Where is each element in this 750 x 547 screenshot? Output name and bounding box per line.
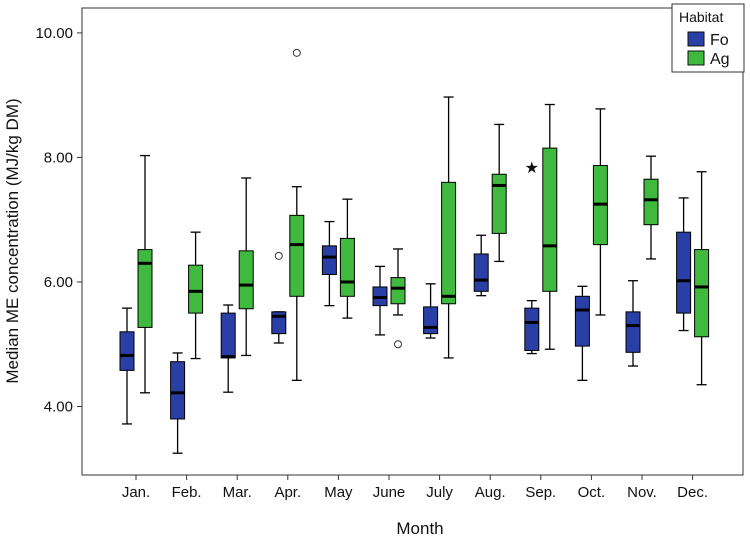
x-tick-label: May — [324, 484, 353, 501]
box-iqr — [137, 249, 153, 328]
box-iqr — [289, 214, 305, 297]
box-iqr — [441, 181, 457, 305]
box-fo-7 — [473, 234, 489, 297]
box-fo-0 — [119, 307, 135, 425]
box-ag-2 — [238, 177, 254, 357]
box-iqr — [643, 178, 659, 226]
box-ag-10 — [643, 155, 659, 260]
box-fo-6 — [423, 283, 439, 339]
box-ag-5 — [390, 248, 406, 349]
y-axis-label: Median ME concentration (MJ/kg DM) — [3, 98, 22, 383]
box-iqr — [321, 245, 337, 276]
box-ag-11 — [694, 171, 710, 386]
box-fo-11 — [676, 197, 692, 332]
box-iqr — [238, 250, 254, 310]
y-tick-label: 4.00 — [44, 399, 73, 416]
legend: Habitat Fo Ag — [671, 3, 745, 73]
box-iqr — [423, 306, 439, 335]
box-fo-9 — [574, 285, 590, 382]
box-iqr — [188, 264, 204, 314]
outlier-point — [292, 48, 301, 57]
outlier-point — [274, 251, 283, 260]
x-tick-label: Dec. — [677, 484, 708, 501]
box-fo-1 — [170, 352, 186, 454]
box-iqr — [473, 253, 489, 292]
y-tick-label: 6.00 — [44, 274, 73, 291]
legend-title: Habitat — [679, 9, 723, 25]
box-ag-3 — [289, 48, 305, 382]
x-tick-label: Feb. — [172, 484, 202, 501]
box-iqr — [524, 307, 540, 351]
box-fo-2 — [220, 304, 236, 393]
box-iqr — [390, 277, 406, 305]
box-iqr — [491, 173, 507, 234]
legend-swatch-ag — [687, 50, 705, 66]
box-ag-7 — [491, 123, 507, 263]
box-iqr — [119, 331, 135, 371]
box-fo-3 — [271, 251, 287, 344]
legend-frame — [671, 3, 745, 73]
x-tick-label: July — [426, 484, 453, 501]
box-ag-6 — [441, 96, 457, 359]
box-fo-5 — [372, 265, 388, 336]
box-iqr — [542, 147, 558, 292]
box-series: ★ — [119, 48, 710, 454]
box-iqr — [339, 237, 355, 297]
x-tick-label: Mar. — [223, 484, 252, 501]
y-axis: 4.00 6.00 8.00 10.00 — [35, 25, 82, 416]
box-iqr — [694, 249, 710, 338]
box-fo-10 — [625, 280, 641, 367]
x-tick-label: Apr. — [274, 484, 301, 501]
extreme-point: ★ — [525, 160, 539, 177]
box-ag-4 — [339, 198, 355, 319]
legend-swatch-fo — [687, 31, 705, 47]
box-fo-4 — [321, 220, 337, 307]
x-tick-label: Sep. — [525, 484, 556, 501]
box-ag-1 — [188, 231, 204, 360]
x-axis: Jan. Feb. Mar. Apr. May June July Aug. Sep. Oct. N… — [122, 475, 708, 501]
y-tick-label: 8.00 — [44, 149, 73, 166]
x-tick-label: Jan. — [122, 484, 150, 501]
box-ag-0 — [137, 154, 153, 394]
x-axis-label: Month — [396, 519, 443, 538]
box-iqr — [220, 312, 236, 359]
box-iqr — [170, 361, 186, 420]
y-tick-label: 10.00 — [35, 25, 73, 42]
box-iqr — [676, 231, 692, 314]
box-iqr — [574, 295, 590, 347]
x-tick-label: Nov. — [627, 484, 657, 501]
box-ag-8 — [542, 103, 558, 350]
plot-frame — [81, 7, 744, 476]
legend-label-fo: Fo — [710, 32, 729, 49]
legend-label-ag: Ag — [710, 51, 730, 68]
x-tick-label: Aug. — [475, 484, 506, 501]
box-ag-9 — [592, 108, 608, 316]
box-iqr — [625, 311, 641, 353]
outlier-point — [394, 340, 402, 349]
x-tick-label: June — [373, 484, 406, 501]
x-tick-label: Oct. — [578, 484, 606, 501]
box-fo-8: ★ — [524, 160, 540, 355]
